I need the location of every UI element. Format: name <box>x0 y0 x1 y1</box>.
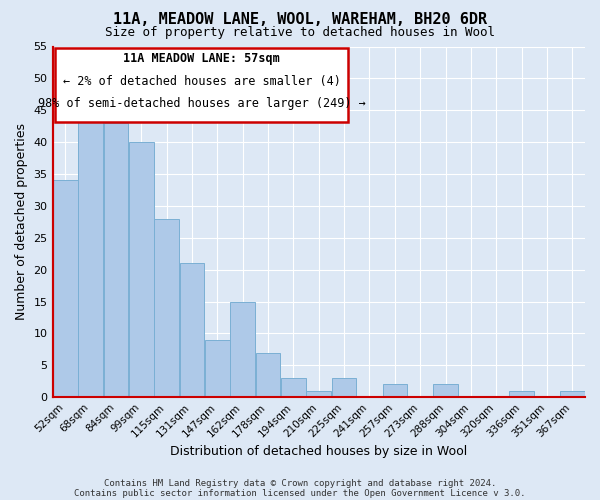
Bar <box>53 180 77 397</box>
Bar <box>256 352 280 397</box>
Bar <box>129 142 154 397</box>
Text: Size of property relative to detached houses in Wool: Size of property relative to detached ho… <box>105 26 495 39</box>
Bar <box>154 218 179 397</box>
Text: 11A MEADOW LANE: 57sqm: 11A MEADOW LANE: 57sqm <box>123 52 280 65</box>
Bar <box>332 378 356 397</box>
Text: Contains HM Land Registry data © Crown copyright and database right 2024.: Contains HM Land Registry data © Crown c… <box>104 478 496 488</box>
X-axis label: Distribution of detached houses by size in Wool: Distribution of detached houses by size … <box>170 444 467 458</box>
Bar <box>383 384 407 397</box>
Bar <box>509 391 534 397</box>
Bar <box>281 378 306 397</box>
Text: Contains public sector information licensed under the Open Government Licence v : Contains public sector information licen… <box>74 488 526 498</box>
Bar <box>230 302 255 397</box>
Bar <box>179 264 204 397</box>
Text: ← 2% of detached houses are smaller (4): ← 2% of detached houses are smaller (4) <box>62 74 341 88</box>
Bar <box>433 384 458 397</box>
Text: 11A, MEADOW LANE, WOOL, WAREHAM, BH20 6DR: 11A, MEADOW LANE, WOOL, WAREHAM, BH20 6D… <box>113 12 487 28</box>
Bar <box>78 104 103 397</box>
FancyBboxPatch shape <box>55 48 348 122</box>
Bar <box>307 391 331 397</box>
Bar <box>205 340 230 397</box>
Bar <box>560 391 584 397</box>
Text: 98% of semi-detached houses are larger (249) →: 98% of semi-detached houses are larger (… <box>38 98 365 110</box>
Y-axis label: Number of detached properties: Number of detached properties <box>15 124 28 320</box>
Bar <box>104 123 128 397</box>
